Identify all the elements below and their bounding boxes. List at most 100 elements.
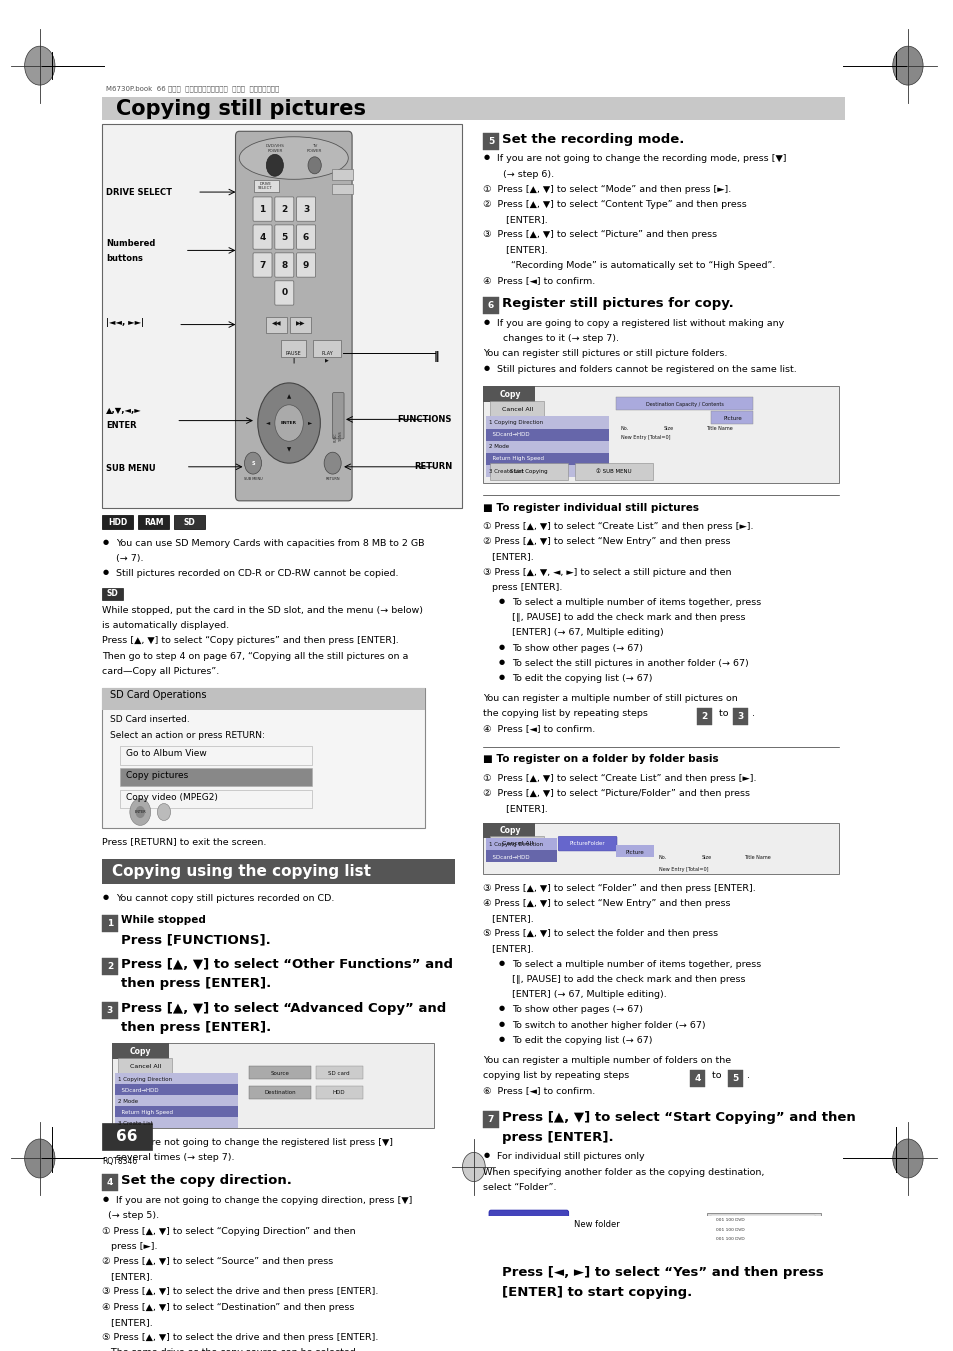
Text: New folder: New folder [574,1220,619,1229]
Text: ③ Press [▲, ▼] to select the drive and then press [ENTER].: ③ Press [▲, ▼] to select the drive and t… [102,1288,378,1297]
Text: ②  Press [▲, ▼] to select “Picture/Folder” and then press: ② Press [▲, ▼] to select “Picture/Folder… [483,789,750,798]
Text: Source: Source [271,1071,290,1075]
Text: 2: 2 [107,962,113,971]
Text: [ENTER].: [ENTER]. [483,915,534,923]
Text: [ENTER].: [ENTER]. [483,553,534,562]
Text: S: S [251,461,254,466]
Text: 001 100 DVD: 001 100 DVD [715,1217,743,1221]
Circle shape [892,1139,923,1178]
FancyBboxPatch shape [102,688,424,709]
Text: ●: ● [483,154,489,161]
Text: [ENTER] (→ 67, Multiple editing).: [ENTER] (→ 67, Multiple editing). [511,990,666,1000]
Text: [‖, PAUSE] to add the check mark and then press: [‖, PAUSE] to add the check mark and the… [511,975,744,984]
Text: ⑤ Press [▲, ▼] to select the folder and then press: ⑤ Press [▲, ▼] to select the folder and … [483,929,718,939]
FancyBboxPatch shape [102,516,132,528]
Text: Title Name: Title Name [743,854,770,859]
Text: Select an action or press RETURN:: Select an action or press RETURN: [110,731,265,739]
Text: to: to [715,709,730,719]
Text: press [►].: press [►]. [102,1242,157,1251]
Text: 1 Copying Direction: 1 Copying Direction [117,1077,172,1082]
Text: Return High Speed: Return High Speed [117,1109,172,1115]
Text: Register still pictures for copy.: Register still pictures for copy. [502,297,733,311]
Text: (→ step 5).: (→ step 5). [102,1212,159,1220]
Text: 7: 7 [487,1115,494,1124]
Text: ④  Press [◄] to confirm.: ④ Press [◄] to confirm. [483,276,595,285]
FancyBboxPatch shape [689,1070,704,1086]
Text: To edit the copying list (→ 67): To edit the copying list (→ 67) [511,1036,652,1044]
Text: New Entry [Total=0]: New Entry [Total=0] [620,435,670,439]
Text: ●: ● [498,959,504,966]
FancyBboxPatch shape [249,1066,311,1079]
FancyBboxPatch shape [332,184,353,195]
Text: ◄: ◄ [266,420,270,426]
Text: 3: 3 [107,1005,113,1015]
Text: ③ Press [▲, ▼, ◄, ►] to select a still picture and then: ③ Press [▲, ▼, ◄, ►] to select a still p… [483,567,731,577]
Text: ‖: ‖ [434,351,439,362]
FancyBboxPatch shape [118,1058,172,1074]
Text: SD: SD [107,589,118,598]
Text: Picture: Picture [722,416,741,422]
Text: 4: 4 [107,1178,113,1188]
FancyBboxPatch shape [102,688,424,828]
Text: 9: 9 [303,261,309,269]
FancyBboxPatch shape [102,1174,117,1192]
FancyBboxPatch shape [710,1235,814,1243]
Text: ▲,▼,◄,►: ▲,▼,◄,► [106,407,142,415]
FancyBboxPatch shape [102,1001,117,1019]
Circle shape [257,382,320,463]
Text: To select a multiple number of items together, press: To select a multiple number of items tog… [511,598,760,607]
FancyBboxPatch shape [102,1123,152,1150]
FancyBboxPatch shape [120,746,312,765]
Text: Copy pictures: Copy pictures [126,770,188,780]
Text: is automatically displayed.: is automatically displayed. [102,621,230,630]
Text: 001 100 DVD: 001 100 DVD [715,1228,743,1232]
FancyBboxPatch shape [120,790,312,808]
FancyBboxPatch shape [727,1070,742,1086]
Text: ▶▶: ▶▶ [295,320,305,326]
Text: Destination: Destination [264,1090,296,1096]
Text: To show other pages (→ 67): To show other pages (→ 67) [511,643,642,653]
Text: Press [▲, ▼] to select “Other Functions” and: Press [▲, ▼] to select “Other Functions”… [121,958,453,971]
Text: Start Copying: Start Copying [510,469,547,474]
Circle shape [274,405,303,442]
Text: [ENTER].: [ENTER]. [102,1273,152,1281]
Text: [ENTER].: [ENTER]. [497,246,547,254]
Text: 5: 5 [487,136,494,146]
Circle shape [130,798,151,825]
Text: 5: 5 [732,1074,738,1082]
Text: [ENTER].: [ENTER]. [497,215,547,224]
Text: ●: ● [498,659,504,665]
Text: No.: No. [620,426,628,431]
FancyBboxPatch shape [235,131,352,501]
FancyBboxPatch shape [486,453,609,465]
Text: FUNCTIONS: FUNCTIONS [397,415,452,424]
Text: For individual still pictures only: For individual still pictures only [497,1152,643,1162]
Text: Picture: Picture [625,850,643,855]
FancyBboxPatch shape [249,1086,311,1098]
Text: [ENTER] to start copying.: [ENTER] to start copying. [502,1286,692,1298]
Text: .: . [751,709,754,719]
Text: Copy: Copy [130,1047,151,1056]
FancyBboxPatch shape [112,1043,434,1128]
Circle shape [25,46,55,85]
Text: ① Press [▲, ▼] to select “Create List” and then press [►].: ① Press [▲, ▼] to select “Create List” a… [483,521,753,531]
Text: ②  Press [▲, ▼] to select “Content Type” and then press: ② Press [▲, ▼] to select “Content Type” … [483,200,746,209]
Text: 2: 2 [700,712,706,721]
Text: ①  Press [▲, ▼] to select “Create List” and then press [►].: ① Press [▲, ▼] to select “Create List” a… [483,774,756,782]
Text: ④ Press [▲, ▼] to select “New Entry” and then press: ④ Press [▲, ▼] to select “New Entry” and… [483,898,730,908]
Text: RETURN: RETURN [414,462,452,471]
FancyBboxPatch shape [315,1086,362,1098]
Text: If you are not going to change the recording mode, press [▼]: If you are not going to change the recor… [497,154,785,163]
Text: 6: 6 [487,301,494,311]
Text: Folder: Folder [514,1220,543,1229]
Text: 0: 0 [281,289,287,297]
Text: select “Folder”.: select “Folder”. [483,1182,557,1192]
Text: M6730P.book  66 ページ  ２００６年１月３０日  月曜日  午後３時３０分: M6730P.book 66 ページ ２００６年１月３０日 月曜日 午後３時３０… [106,85,279,92]
Text: ●: ● [102,1138,109,1144]
Text: [ENTER].: [ENTER]. [102,1317,152,1327]
FancyBboxPatch shape [253,180,278,192]
Text: Still pictures recorded on CD-R or CD-RW cannot be copied.: Still pictures recorded on CD-R or CD-RW… [115,569,397,578]
FancyBboxPatch shape [296,224,315,249]
Text: Return High Speed: Return High Speed [489,457,543,462]
FancyBboxPatch shape [483,1111,498,1128]
